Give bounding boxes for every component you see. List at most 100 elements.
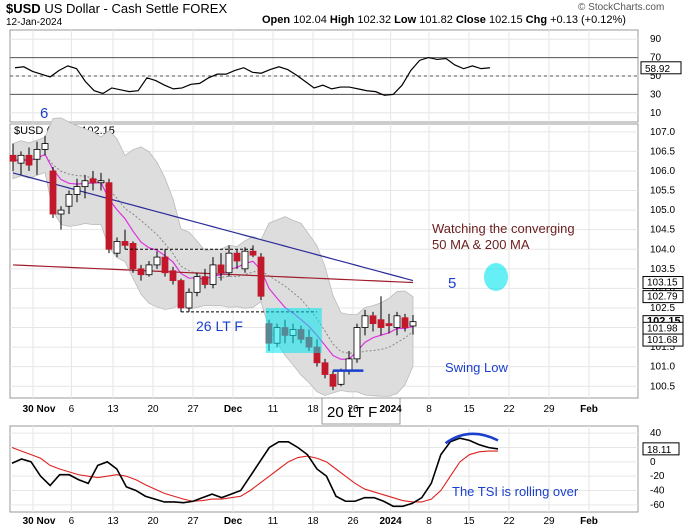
x-axis-tick-label: 29 xyxy=(543,516,555,527)
candle-body xyxy=(337,370,345,385)
x-axis-tick-label: 26 xyxy=(347,516,359,527)
candle-body xyxy=(105,182,113,250)
candle-body xyxy=(113,241,121,254)
x-axis-tick-label: 11 xyxy=(268,404,279,415)
tsi-tick-label: -20 xyxy=(650,471,665,482)
tsi-tick-label: -40 xyxy=(650,486,665,497)
price-tick-label: 100.5 xyxy=(650,381,675,392)
candle-body xyxy=(73,186,81,195)
x-axis-tick-label: 2024 xyxy=(379,404,402,415)
price-tick-label: 101.5 xyxy=(650,342,675,353)
x-axis-tick-label: 26 xyxy=(347,404,359,415)
tsi-tick-label: -60 xyxy=(650,500,665,511)
candle-body xyxy=(129,242,137,270)
x-axis-tick-label: 11 xyxy=(268,516,279,527)
candle-body xyxy=(65,194,73,207)
x-axis-tick-label: 27 xyxy=(187,404,199,415)
candle-body xyxy=(153,256,161,266)
x-axis-tick-label: 2024 xyxy=(379,516,402,527)
candle-body xyxy=(137,268,145,276)
bollinger-midline xyxy=(12,154,414,354)
candle-body xyxy=(41,143,49,150)
candle-body xyxy=(145,264,153,276)
candle-body xyxy=(169,270,177,281)
lt20-box xyxy=(321,397,401,425)
x-axis-tick-label: 15 xyxy=(463,404,475,415)
candle-body xyxy=(361,315,369,328)
price-value-box xyxy=(642,290,684,304)
x-axis-tick-label: 8 xyxy=(426,516,432,527)
lt26-label: 26 LT F xyxy=(196,318,243,334)
price-value-label: 101.98 xyxy=(647,323,678,334)
x-axis-tick-label: 27 xyxy=(187,516,199,527)
rsi-tick-label: 30 xyxy=(650,89,662,100)
candle-body xyxy=(409,321,417,327)
price-value-label: 102.79 xyxy=(647,292,678,303)
candle-body xyxy=(185,291,193,309)
x-axis-tick-label: Feb xyxy=(580,404,598,415)
rsi-line xyxy=(14,56,491,96)
candle-body xyxy=(329,374,337,387)
credit-text: © StockCharts.com xyxy=(578,2,665,13)
rsi-value-label: 58.92 xyxy=(645,64,670,75)
price-tick-label: 105.5 xyxy=(650,186,675,197)
chart-title: $USD US Dollar - Cash Settle FOREX xyxy=(6,1,228,16)
candle-body xyxy=(193,276,201,293)
price-tick-label: 107.0 xyxy=(650,127,675,138)
candle-body xyxy=(17,154,25,164)
x-axis-tick-label: 13 xyxy=(107,404,119,415)
rsi-tick-label: 50 xyxy=(650,71,662,82)
x-axis-tick-label: Dec xyxy=(224,404,243,415)
ma-convergence-highlight xyxy=(484,263,508,291)
candle-body xyxy=(49,170,57,215)
ohlc-readout: Open 102.04 High 102.32 Low 101.82 Close… xyxy=(262,14,626,26)
wave-5-label: 5 xyxy=(448,275,456,292)
candle-body xyxy=(33,149,41,160)
price-tick-label: 104.5 xyxy=(650,225,675,236)
price-tick-label: 101.0 xyxy=(650,362,675,373)
price-tick-label: 106.5 xyxy=(650,146,675,157)
candle-body xyxy=(89,178,97,184)
tsi-signal-line xyxy=(11,446,498,503)
candle-body xyxy=(345,358,353,372)
x-axis-tick-label: 18 xyxy=(307,516,319,527)
rsi-tick-label: 70 xyxy=(650,53,662,64)
x-axis-tick-label: 20 xyxy=(147,516,159,527)
candle-body xyxy=(57,209,65,215)
rsi-tick-label: 10 xyxy=(650,108,662,119)
candle-body xyxy=(241,250,249,270)
candle-body xyxy=(177,280,185,309)
candle-body xyxy=(217,264,225,274)
converging-note-line2: 50 MA & 200 MA xyxy=(432,237,530,252)
price-tick-label: 102.5 xyxy=(650,303,675,314)
candle-body xyxy=(121,241,129,246)
tsi-tick-label: 40 xyxy=(650,428,662,439)
x-axis-tick-label: 13 xyxy=(107,516,119,527)
rsi-tick-label: 90 xyxy=(650,34,662,45)
x-axis-tick-label: Feb xyxy=(580,516,598,527)
candle-body xyxy=(353,327,361,360)
rsi-value-box xyxy=(640,61,682,75)
candle-body xyxy=(385,323,393,326)
tsi-panel-frame xyxy=(9,425,639,513)
x-axis-tick-label: 22 xyxy=(503,516,515,527)
consolidation-highlight xyxy=(265,307,322,353)
price-value-label: 103.15 xyxy=(647,278,678,289)
chart-date: 12-Jan-2024 xyxy=(6,17,63,28)
candle-body xyxy=(369,315,377,325)
tsi-value-label: 18.11 xyxy=(647,445,672,456)
candle-body xyxy=(209,264,217,285)
candle-body xyxy=(233,252,241,262)
x-axis-tick-label: 20 xyxy=(147,404,159,415)
candle-body xyxy=(97,180,105,184)
tsi-line xyxy=(11,437,499,508)
x-axis-tick-label: 15 xyxy=(463,516,475,527)
tsi-rollover-arc xyxy=(444,432,499,445)
x-axis-tick-label: 6 xyxy=(69,516,75,527)
price-value-box xyxy=(642,276,684,290)
candle-body xyxy=(9,154,17,162)
candle-body xyxy=(377,319,385,328)
candle-body xyxy=(257,256,265,297)
